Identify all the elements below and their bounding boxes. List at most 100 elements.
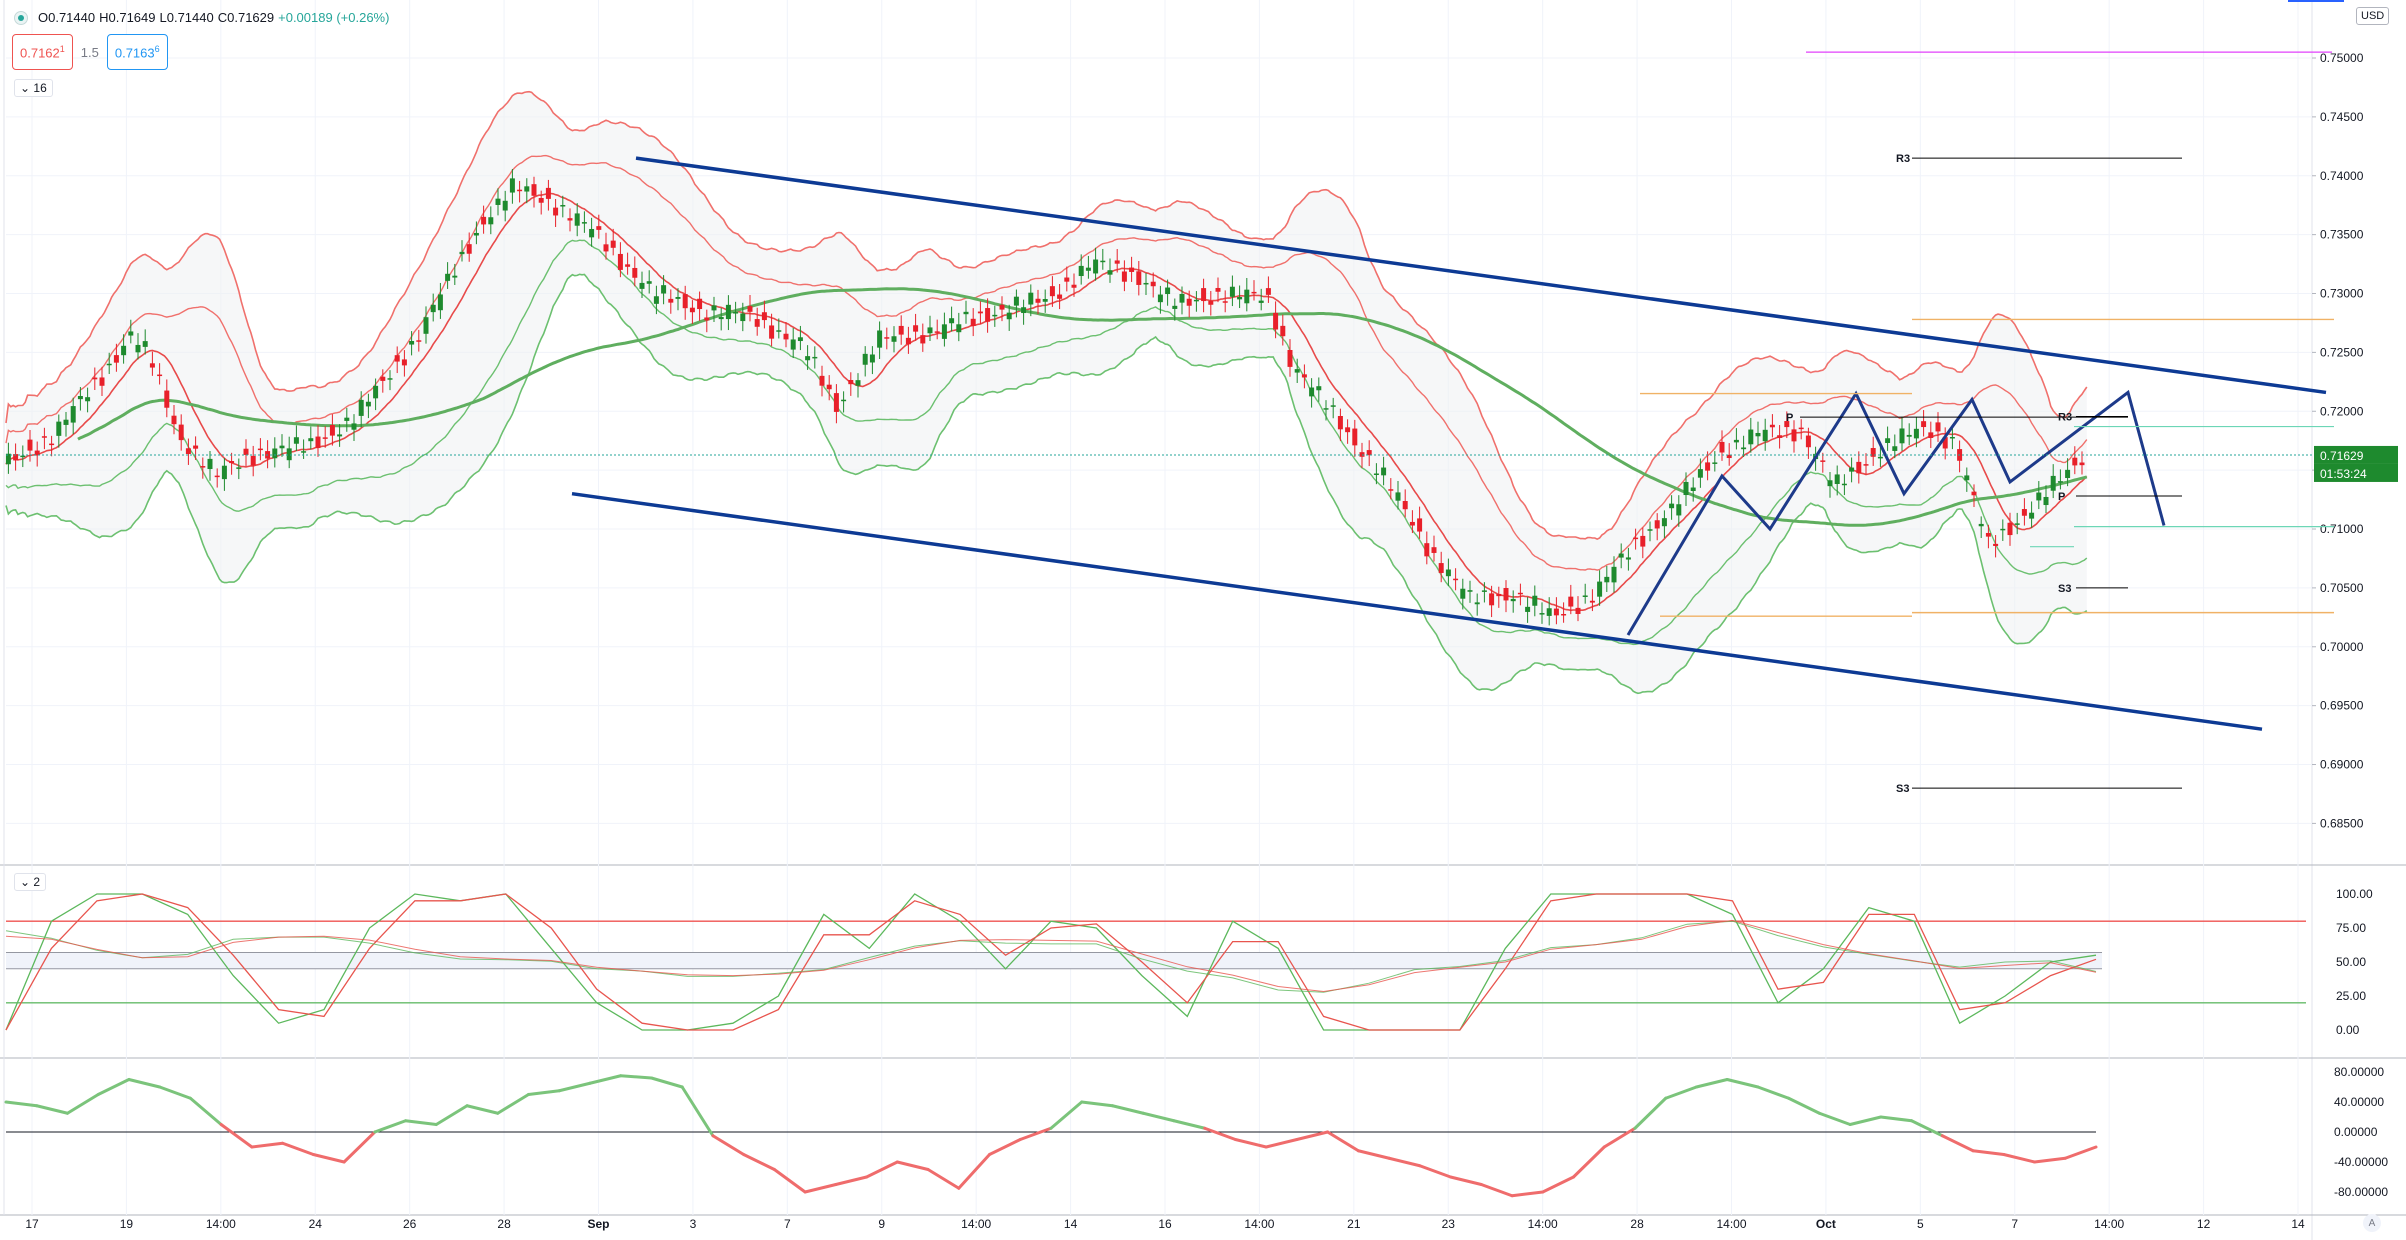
candle-body <box>1438 563 1444 573</box>
candle-body <box>1460 588 1466 599</box>
candle-body <box>869 354 875 363</box>
candle-body <box>113 355 119 363</box>
candle-body <box>1921 421 1927 428</box>
candle-body <box>1445 569 1451 577</box>
candle-body <box>1798 427 1804 430</box>
candle-body <box>1597 581 1603 597</box>
candle-body <box>1913 428 1919 439</box>
momentum-y-tick-label: 40.00000 <box>2334 1095 2384 1109</box>
candle-body <box>812 356 818 359</box>
candle-body <box>2029 512 2035 519</box>
candle-body <box>430 304 436 313</box>
channel-lower-line <box>571 491 2263 731</box>
candle-body <box>380 376 386 381</box>
x-tick-label: 21 <box>1347 1217 1361 1231</box>
momentum-segment <box>926 1168 961 1190</box>
currency-button[interactable]: USD <box>2356 7 2390 25</box>
momentum-segment <box>2002 1153 2037 1164</box>
oscillator-signal-line <box>5 920 2097 993</box>
momentum-segment <box>158 1085 192 1100</box>
candle-body <box>1165 287 1171 295</box>
buy-button[interactable]: 0.71636 <box>106 34 168 71</box>
candle-body <box>776 330 782 332</box>
candle-body <box>934 331 940 333</box>
candle-body <box>1503 588 1509 601</box>
indicator-collapse-button[interactable]: ⌄ 16 <box>14 79 53 97</box>
candle-body <box>358 399 364 416</box>
ohlc-low: L0.71440 <box>159 10 214 25</box>
candle-body <box>1546 608 1552 616</box>
momentum-segment <box>250 1141 285 1149</box>
momentum-segment <box>2063 1145 2098 1160</box>
candle-body <box>495 198 501 205</box>
oscillator-signal-line <box>5 919 2097 993</box>
candle-body <box>1575 607 1581 614</box>
oscillator-count: 2 <box>33 875 41 889</box>
momentum-segment <box>772 1168 807 1194</box>
candle-body <box>142 341 148 347</box>
momentum-segment <box>1940 1134 1975 1153</box>
candle-body <box>1748 429 1754 445</box>
candle-body <box>1193 299 1199 302</box>
momentum-segment <box>619 1074 653 1080</box>
candle-body <box>1906 434 1912 437</box>
candle-body <box>1035 298 1041 303</box>
candle-body <box>524 186 530 192</box>
candle-body <box>898 325 904 335</box>
momentum-segment <box>1910 1119 1944 1138</box>
momentum-segment <box>1633 1096 1668 1130</box>
oscillator-y-tick-label: 75.00 <box>2336 921 2366 935</box>
momentum-segment <box>1694 1078 1729 1089</box>
candle-body <box>682 294 688 309</box>
candle-body <box>1121 271 1127 282</box>
x-tick-label: 24 <box>309 1217 323 1231</box>
candle-body <box>1697 469 1703 478</box>
candle-body <box>790 339 796 350</box>
candle-body <box>1323 408 1329 410</box>
candle-body <box>725 304 731 320</box>
candle-body <box>1107 270 1113 275</box>
candle-body <box>538 197 544 203</box>
oscillator-collapse-button[interactable]: ⌄ 2 <box>14 873 47 891</box>
pivot-level-label: S3 <box>1896 783 1909 795</box>
momentum-segment <box>1541 1175 1575 1194</box>
candle-body <box>1676 504 1682 516</box>
sell-button[interactable]: 0.71621 <box>12 34 73 71</box>
x-tick-label: Sep <box>587 1217 609 1231</box>
candle-body <box>1849 467 1855 472</box>
y-tick-label: 0.73000 <box>2320 287 2364 301</box>
candle-body <box>207 458 213 470</box>
candle-body <box>77 395 83 400</box>
countdown-badge <box>2314 463 2398 482</box>
momentum-segment <box>65 1093 100 1115</box>
candle-body <box>221 465 227 480</box>
candle-body <box>1301 374 1307 378</box>
candle-body <box>1582 595 1588 597</box>
candle-body <box>1237 296 1243 300</box>
momentum-segment <box>1971 1149 2006 1156</box>
candle-body <box>351 423 357 430</box>
momentum-segment <box>1725 1078 1760 1089</box>
candle-body <box>1136 271 1142 285</box>
candle-body <box>1841 483 1847 486</box>
momentum-segment <box>1572 1145 1606 1179</box>
candle-body <box>1568 596 1574 607</box>
candle-body <box>1251 291 1257 294</box>
symbol-status-icon[interactable] <box>14 10 28 25</box>
momentum-segment <box>803 1183 838 1194</box>
ohlc-high: H0.71649 <box>99 10 156 25</box>
candle-body <box>1496 593 1502 597</box>
candle-body <box>135 344 141 353</box>
candle-body <box>826 384 832 390</box>
auto-scale-button[interactable]: A <box>2363 1214 2381 1232</box>
momentum-segment <box>1080 1100 1114 1108</box>
moving-average-short <box>5 192 2088 612</box>
candle-body <box>2007 522 2013 536</box>
candle-body <box>121 345 127 356</box>
candle-body <box>99 377 105 386</box>
x-tick-label: 7 <box>2011 1217 2018 1231</box>
candle-body <box>1669 503 1675 509</box>
candle-body <box>985 308 991 322</box>
candle-body <box>1481 590 1487 592</box>
